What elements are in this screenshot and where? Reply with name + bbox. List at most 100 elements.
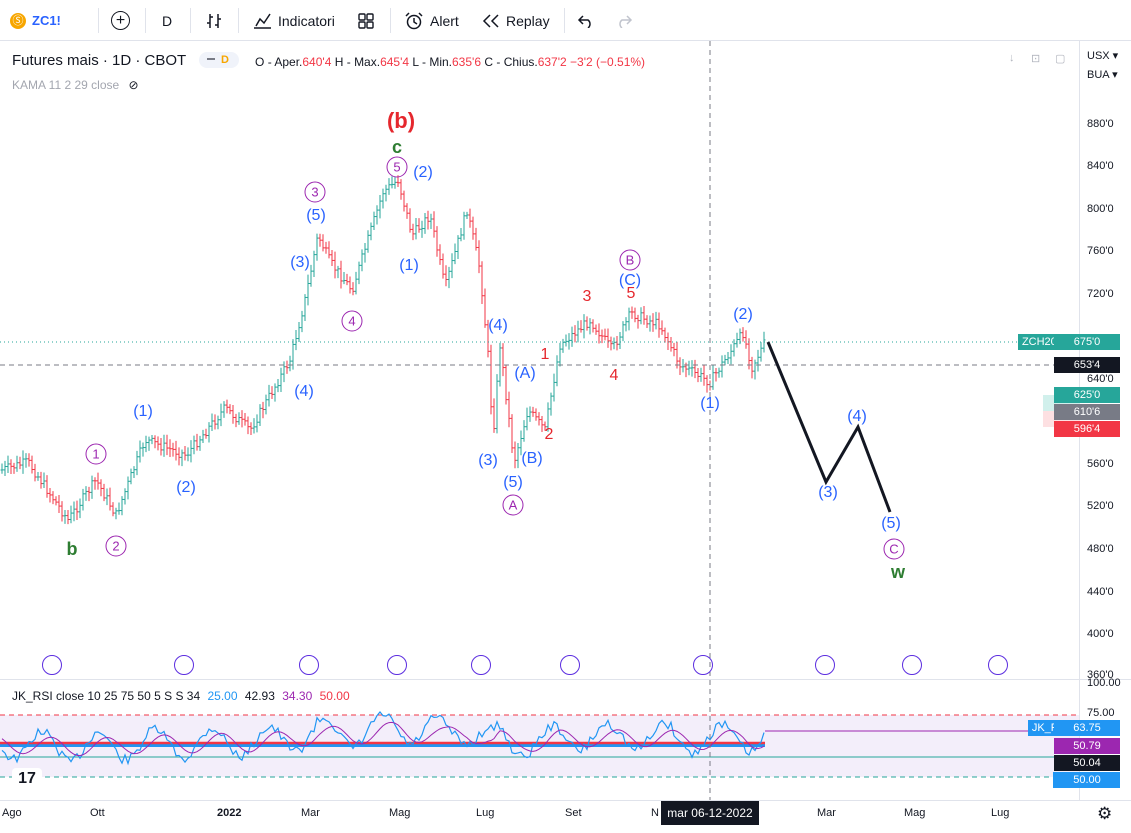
replay-button[interactable]: Replay: [482, 0, 550, 41]
wave-circle-label[interactable]: 5: [386, 156, 408, 178]
event-marker-icon[interactable]: [693, 655, 713, 675]
wave-label-red[interactable]: 2: [544, 426, 554, 443]
wave-label-blue[interactable]: (A): [514, 365, 536, 382]
undo-icon: [577, 14, 591, 28]
chart-overlays: [0, 41, 1079, 800]
tradingview-logo[interactable]: 17: [12, 768, 42, 790]
event-marker-icon[interactable]: [299, 655, 319, 675]
rsi-legend[interactable]: JK_RSI close 10 25 75 50 5 S S 34 25.00 …: [12, 688, 350, 704]
wave-label-red[interactable]: 5: [626, 285, 636, 302]
undo-button[interactable]: [577, 0, 595, 41]
event-marker-icon[interactable]: [174, 655, 194, 675]
currency-select[interactable]: USX ▾: [1087, 50, 1119, 62]
replay-label: Replay: [506, 12, 550, 29]
low-value: 635'6: [452, 55, 481, 69]
wave-label-blue[interactable]: (2): [413, 164, 433, 181]
high-value: 645'4: [380, 55, 410, 69]
alert-button[interactable]: Alert: [404, 0, 459, 41]
kama-label: KAMA 11 2 29 close: [12, 78, 120, 92]
wave-label-red[interactable]: 1: [540, 346, 550, 363]
time-tick: N: [651, 807, 659, 819]
settings-gear-icon[interactable]: ⚙: [1097, 804, 1113, 823]
event-marker-icon[interactable]: [815, 655, 835, 675]
kama-legend[interactable]: KAMA 11 2 29 close ⊘: [12, 77, 139, 93]
price-tick: 800'0: [1087, 203, 1114, 215]
rsi-pane: [0, 711, 1079, 778]
wave-label-blue[interactable]: (4): [294, 383, 314, 400]
redo-button[interactable]: [615, 0, 633, 41]
wave-label-blue[interactable]: (1): [399, 257, 419, 274]
wave-circle-label[interactable]: 2: [105, 535, 127, 557]
wave-label-b-green[interactable]: b: [66, 539, 78, 559]
chart-type-button[interactable]: [206, 0, 224, 41]
unit-select[interactable]: BUA ▾: [1087, 69, 1118, 81]
wave-label-blue[interactable]: (2): [733, 306, 753, 323]
event-marker-icon[interactable]: [471, 655, 491, 675]
symbol-button[interactable]: Ⓢ ZC1!: [10, 0, 61, 41]
wave-label-blue[interactable]: (4): [488, 317, 508, 334]
wave-label-b-red[interactable]: (b): [386, 108, 416, 133]
wave-label-blue[interactable]: (5): [881, 515, 901, 532]
wave-label-w-green[interactable]: w: [890, 562, 906, 582]
time-tick: Lug: [476, 807, 495, 819]
chart-area[interactable]: [0, 41, 1131, 833]
open-value: 640'4: [302, 55, 332, 69]
time-tick: 2022: [217, 807, 242, 819]
time-tick: Mag: [389, 807, 411, 819]
wave-label-blue[interactable]: (B): [521, 450, 543, 467]
wave-circle-label[interactable]: 1: [85, 443, 107, 465]
event-marker-icon[interactable]: [988, 655, 1008, 675]
wave-label-c-green[interactable]: c: [391, 137, 403, 157]
wave-circle-label[interactable]: 3: [304, 181, 326, 203]
pane-separator[interactable]: [0, 679, 1131, 680]
wave-label-blue[interactable]: (1): [700, 395, 720, 412]
wave-label-blue[interactable]: (3): [478, 452, 498, 469]
bars-chart-icon: [207, 13, 221, 28]
event-marker-icon[interactable]: [902, 655, 922, 675]
event-marker-icon[interactable]: [560, 655, 580, 675]
rsi-s-value: 50.79: [1054, 738, 1120, 754]
price-tick: 640'0: [1087, 373, 1114, 385]
eye-hidden-icon[interactable]: ⊘: [128, 78, 139, 92]
wave-label-blue[interactable]: (1): [133, 403, 153, 420]
wave-label-blue[interactable]: (5): [306, 207, 326, 224]
interval-button[interactable]: D: [162, 0, 172, 41]
arrow-down-icon[interactable]: ↓: [1009, 52, 1015, 64]
rsi-signal-line: [1, 721, 765, 757]
indicators-button[interactable]: Indicatori: [253, 0, 335, 41]
maximize-icon[interactable]: ⊡: [1031, 53, 1041, 65]
redo-icon: [619, 14, 633, 28]
chart-canvas[interactable]: [0, 41, 1131, 833]
wave-circle-label[interactable]: B: [619, 249, 641, 271]
wave-label-blue[interactable]: (C): [618, 272, 642, 289]
fullscreen-icon[interactable]: ▢: [1055, 53, 1066, 65]
rsi-50-value: 50.00: [1054, 772, 1120, 788]
wave-circle-label[interactable]: C: [883, 538, 905, 560]
wave-label-red[interactable]: 3: [582, 288, 592, 305]
wave-label-blue[interactable]: (4): [847, 408, 867, 425]
wave-label-red[interactable]: 4: [609, 367, 619, 384]
price-tick: 880'0: [1087, 118, 1114, 130]
wave-label-blue[interactable]: (5): [503, 474, 523, 491]
close-text: - Chius.: [496, 55, 538, 69]
event-marker-icon[interactable]: [42, 655, 62, 675]
wave-label-blue[interactable]: (2): [176, 479, 196, 496]
wave-label-blue[interactable]: (3): [290, 254, 310, 271]
wave-circle-label[interactable]: 4: [341, 310, 363, 332]
grid-layout-icon: [358, 12, 374, 29]
rsi-params: close 10 25 75 50 5 S S 34: [56, 689, 201, 703]
stop-price-badge: 596'4: [1054, 421, 1120, 437]
wave-label-blue[interactable]: (3): [818, 484, 838, 501]
event-marker-icon[interactable]: [387, 655, 407, 675]
wave-circle-label[interactable]: A: [502, 494, 524, 516]
rsi-value-1: 25.00: [207, 689, 238, 703]
indicators-icon: [254, 13, 271, 29]
crosshair-price-badge: 653'4: [1054, 357, 1120, 373]
templates-button[interactable]: [357, 0, 375, 41]
time-tick: Mag: [904, 807, 926, 819]
title-badge[interactable]: D: [199, 52, 239, 68]
compare-add-button[interactable]: +: [111, 0, 130, 41]
rsi-value-2: 42.93: [244, 689, 275, 703]
symbol-logo-icon: Ⓢ: [10, 12, 26, 29]
badge-label: D: [221, 54, 229, 66]
